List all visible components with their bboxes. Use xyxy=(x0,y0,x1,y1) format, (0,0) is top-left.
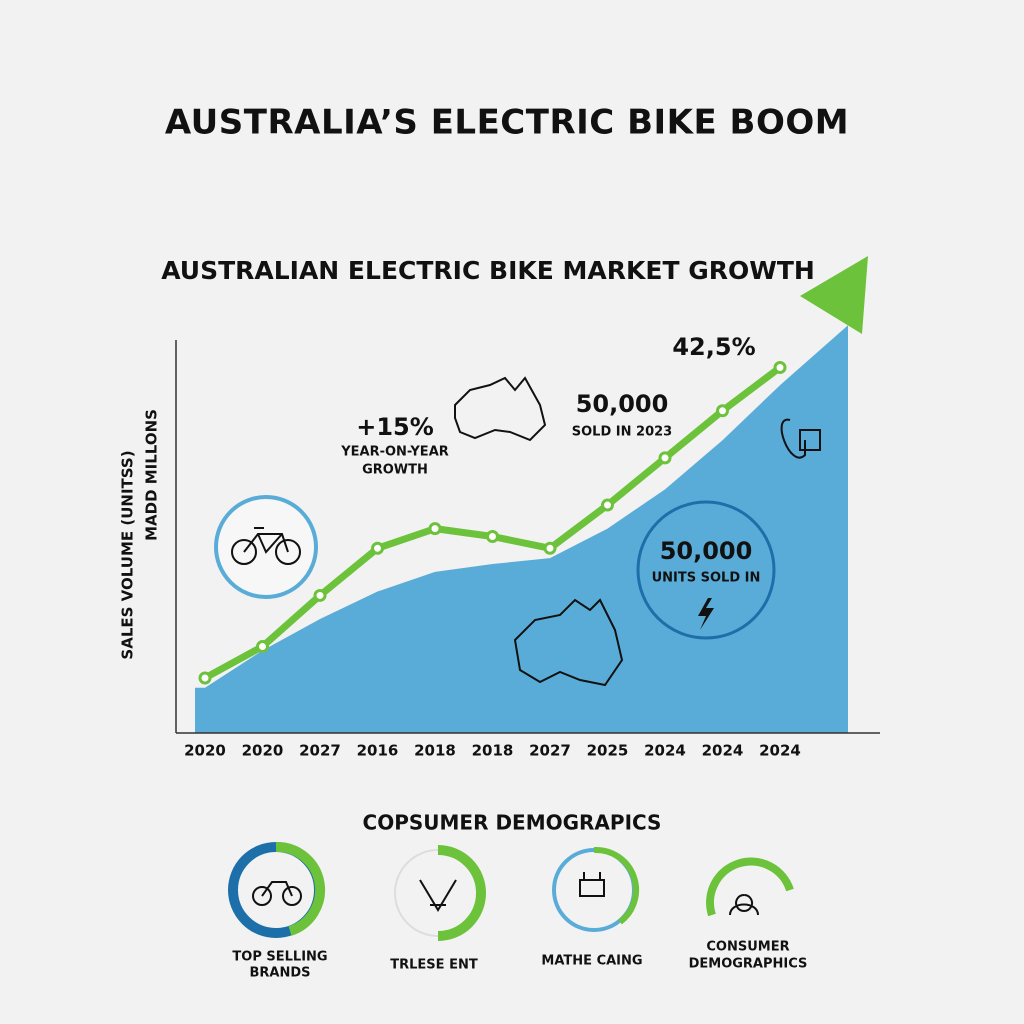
x-tick-label: 2016 xyxy=(357,742,399,760)
map-icon xyxy=(513,598,624,687)
plug-icon xyxy=(780,418,821,459)
people-icon xyxy=(729,894,759,916)
annotation: 50,000 xyxy=(576,390,669,418)
badge-ring xyxy=(636,500,776,640)
caption: BRANDS xyxy=(249,966,310,981)
caption: TRLESE ENT xyxy=(390,958,478,973)
arrow-head xyxy=(800,256,868,334)
point xyxy=(601,498,614,512)
point xyxy=(773,361,787,375)
point xyxy=(486,530,499,543)
demographic-icons xyxy=(228,841,794,941)
map-icon xyxy=(454,376,547,442)
ring xyxy=(275,841,326,936)
x-tick-label: 2018 xyxy=(414,742,456,760)
annotation: GROWTH xyxy=(362,463,428,478)
bike-badge xyxy=(214,495,318,599)
point xyxy=(543,541,557,555)
ring xyxy=(593,846,640,925)
x-tick-label: 2024 xyxy=(644,742,686,760)
annotation: UNITS SOLD IN xyxy=(652,571,761,586)
x-tick-label: 2027 xyxy=(529,742,571,760)
x-tick-label: 2020 xyxy=(242,742,284,760)
x-tick-label: 2020 xyxy=(184,742,226,760)
annotation: +15% xyxy=(356,413,434,441)
y-axis-label: MADD MILLONS xyxy=(143,409,161,541)
annotation: 50,000 xyxy=(660,537,753,565)
page-title: AUSTRALIA’S ELECTRIC BIKE BOOM xyxy=(165,103,849,143)
point xyxy=(716,404,729,418)
chart-title: AUSTRALIAN ELECTRIC BIKE MARKET GROWTH xyxy=(161,256,815,285)
x-tick-label: 2025 xyxy=(587,742,629,760)
x-tick-label: 2018 xyxy=(472,742,514,760)
point xyxy=(313,588,327,602)
point xyxy=(198,671,212,685)
caption: DEMOGRAPHICS xyxy=(689,957,808,972)
caption: MATHE CAING xyxy=(541,954,642,969)
bike-icon xyxy=(252,881,302,906)
point xyxy=(371,541,384,555)
annotation: SOLD IN 2023 xyxy=(572,425,672,440)
ring xyxy=(706,857,794,917)
bike-icon xyxy=(231,527,301,565)
plug-icon xyxy=(579,872,605,897)
bolt-icon xyxy=(698,598,714,630)
annotation: 42,5% xyxy=(672,333,755,361)
x-tick-label: 2027 xyxy=(299,742,341,760)
section-title: COPSUMER DEMOGRAPICS xyxy=(363,811,662,835)
point xyxy=(256,640,269,654)
point xyxy=(428,522,442,536)
caption: TOP SELLING xyxy=(232,950,327,965)
x-tick-label: 2024 xyxy=(702,742,744,760)
area xyxy=(195,325,848,733)
ring xyxy=(437,845,486,941)
tool-icon xyxy=(419,879,457,912)
annotation: YEAR-ON-YEAR xyxy=(340,445,449,460)
caption: CONSUMER xyxy=(706,940,789,955)
y-axis-label: SALES VOLUME (UNITSS) xyxy=(119,450,137,659)
point xyxy=(658,451,672,465)
x-tick-label: 2024 xyxy=(759,742,801,760)
plot: 2020 2020 2027 2016 2018 2018 2027 2025 2024 2024… xyxy=(175,325,880,760)
